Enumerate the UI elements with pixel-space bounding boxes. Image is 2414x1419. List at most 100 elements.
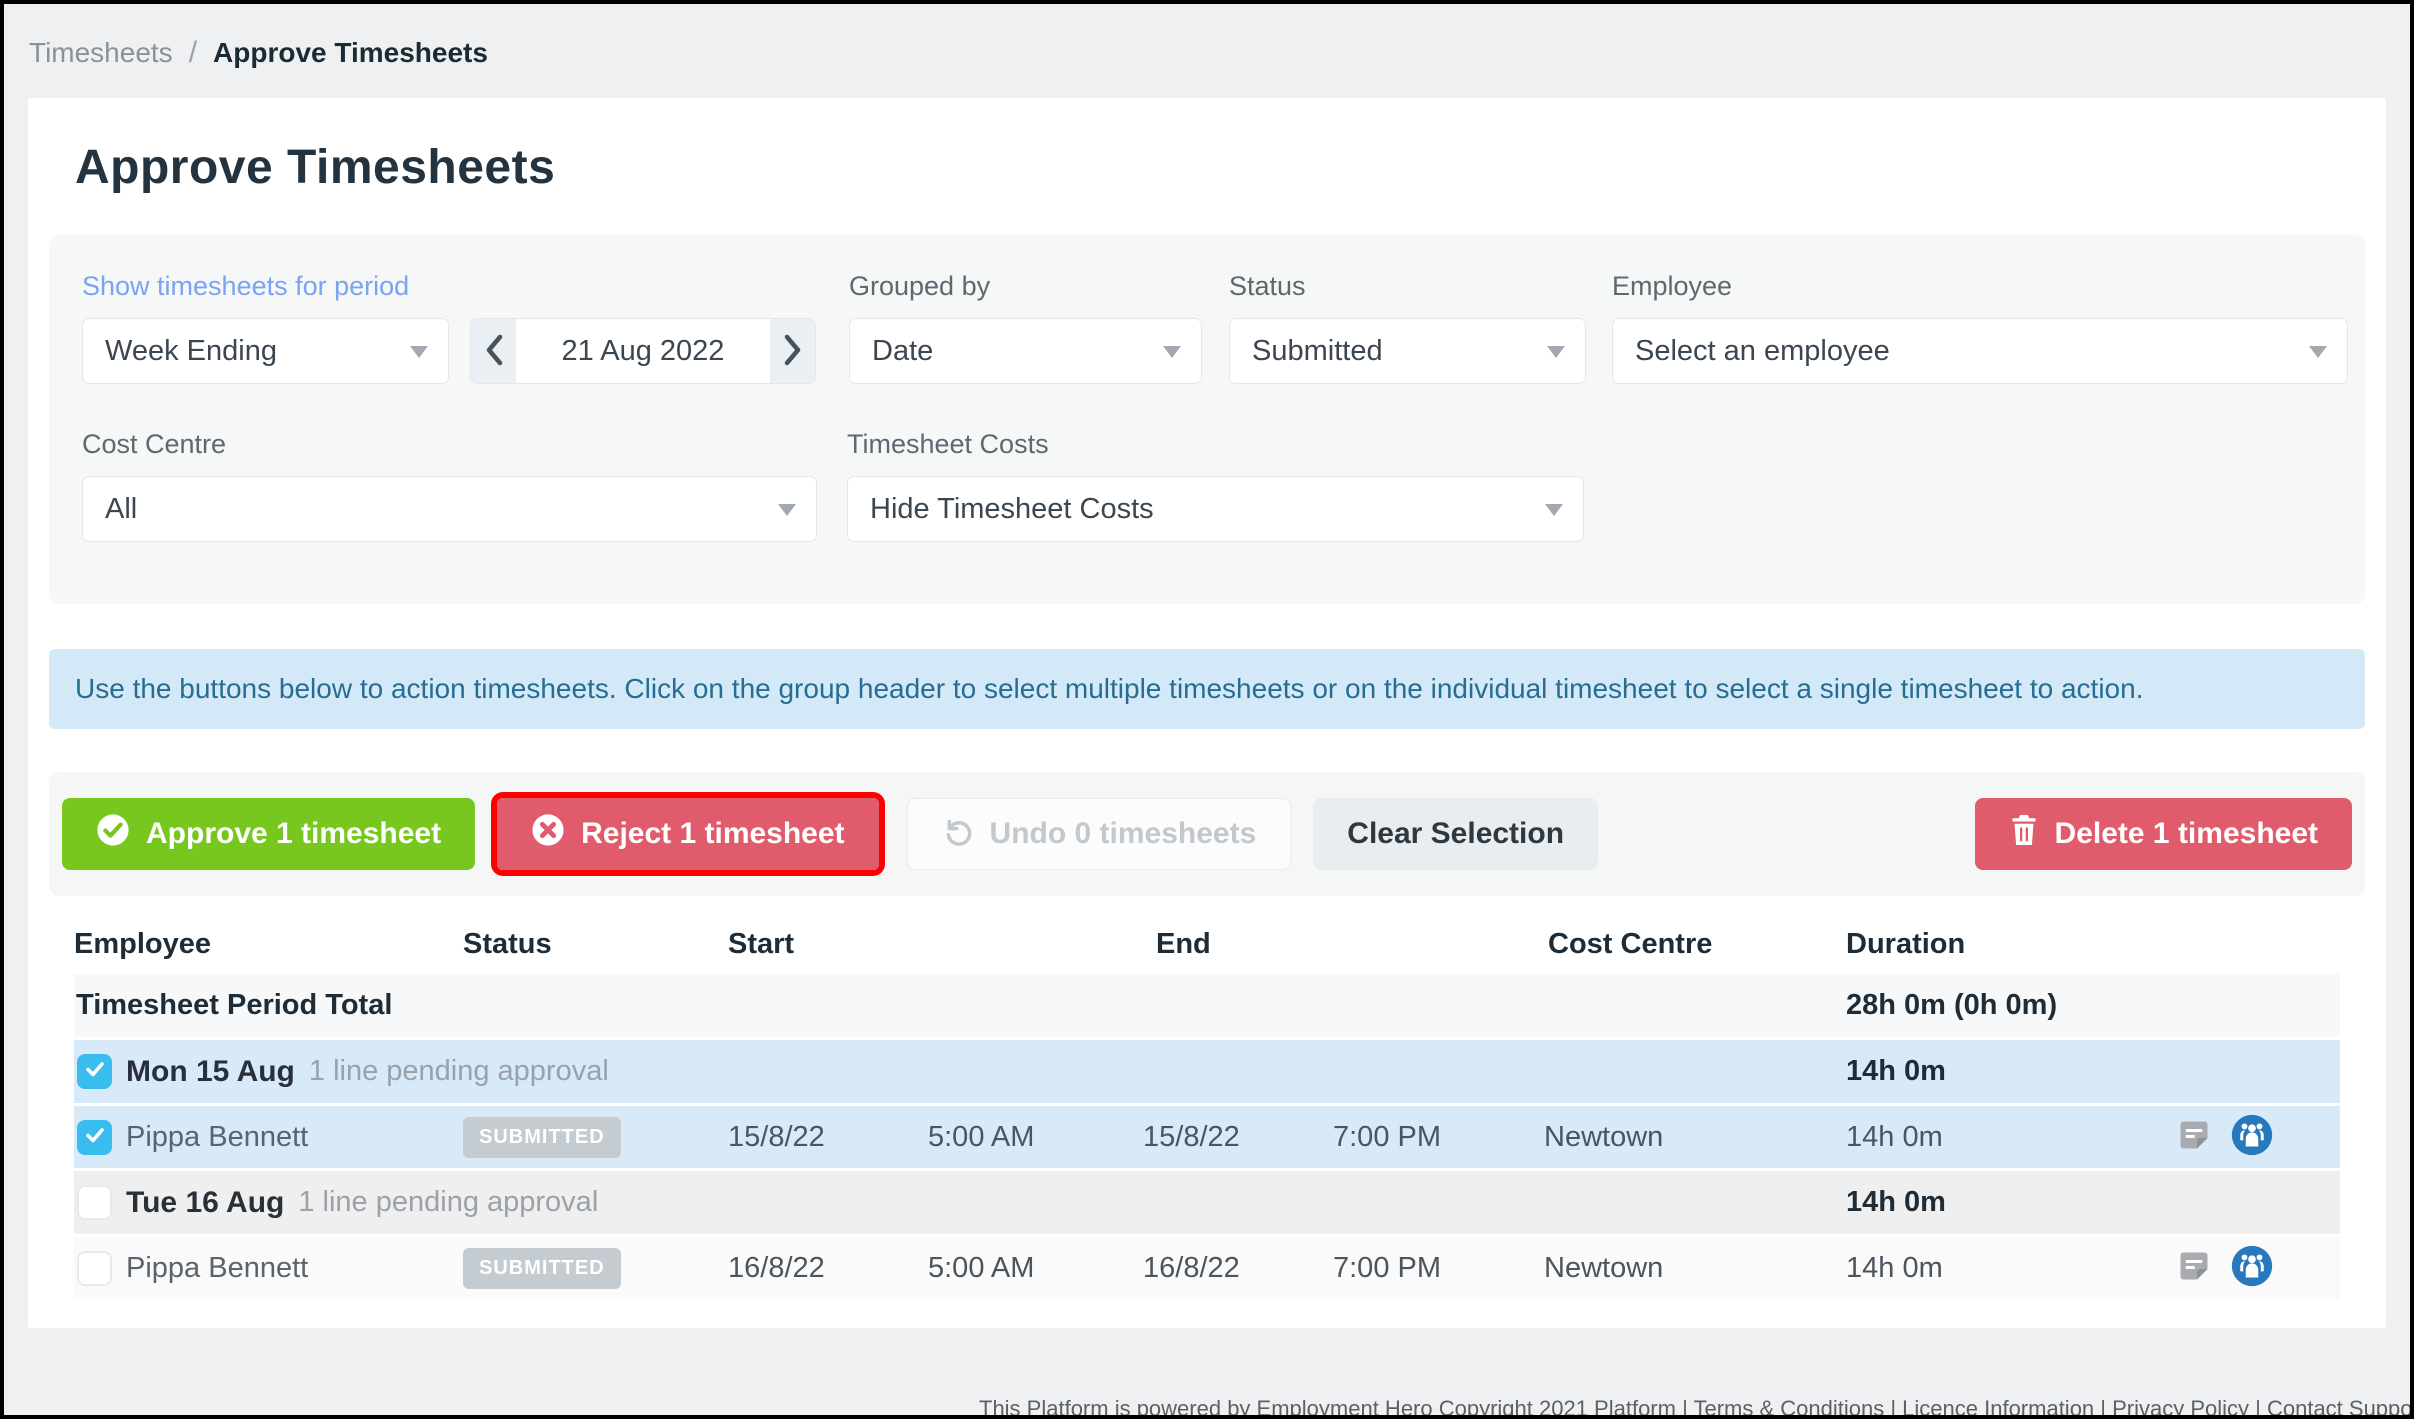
- cost-centre: Newtown: [1544, 1251, 1664, 1284]
- info-banner: Use the buttons below to action timeshee…: [49, 649, 2365, 729]
- row-actions: [2176, 1244, 2374, 1293]
- info-banner-text: Use the buttons below to action timeshee…: [75, 673, 2144, 704]
- status-label: Status: [1229, 271, 1306, 301]
- undo-button[interactable]: Undo 0 timesheets: [906, 798, 1292, 870]
- row-checkbox-checked[interactable]: [77, 1119, 112, 1155]
- clear-selection-button[interactable]: Clear Selection: [1313, 798, 1599, 870]
- breadcrumb-timesheets-link[interactable]: Timesheets: [29, 37, 173, 68]
- grouped-by-value: Date: [872, 334, 934, 367]
- employee-cell: Pippa Bennett: [74, 1119, 463, 1155]
- group-checkbox-unchecked[interactable]: [77, 1185, 112, 1220]
- group-date: Tue 16 Aug: [126, 1185, 285, 1219]
- period-filter-group: Show timesheets for period Week Ending: [82, 271, 449, 384]
- filter-row-2: Cost Centre All Timesheet Costs Hide Tim…: [82, 429, 2332, 542]
- footer-text: This Platform is powered by Employment H…: [979, 1396, 2414, 1419]
- employee-name: Pippa Bennett: [126, 1251, 309, 1284]
- delete-button-label: Delete 1 timesheet: [2054, 817, 2318, 850]
- period-filter-label: Show timesheets for period: [82, 271, 410, 301]
- start-date: 15/8/22: [728, 1120, 825, 1153]
- date-navigator-group: 21 Aug 2022: [470, 318, 816, 384]
- timesheet-row[interactable]: Pippa Bennett SUBMITTED 16/8/22 5:00 AM …: [74, 1237, 2340, 1299]
- reject-button-highlight-box: Reject 1 timesheet: [491, 792, 885, 876]
- group-header-cell: Mon 15 Aug 1 line pending approval: [74, 1054, 1843, 1089]
- undo-button-label: Undo 0 timesheets: [989, 817, 1257, 850]
- employee-filter-group: Employee Select an employee: [1612, 271, 2348, 384]
- checkmark-icon: [83, 1057, 107, 1086]
- period-total-label: Timesheet Period Total: [76, 989, 393, 1021]
- undo-icon: [942, 814, 974, 854]
- header-end: End: [1156, 927, 1211, 960]
- end-time: 7:00 PM: [1333, 1120, 1441, 1153]
- group-header-cell: Tue 16 Aug 1 line pending approval: [74, 1185, 1843, 1220]
- chevron-down-icon: [2309, 346, 2327, 358]
- filter-row-1: Show timesheets for period Week Ending: [82, 271, 2348, 384]
- employee-select[interactable]: Select an employee: [1612, 318, 2348, 384]
- date-navigator: 21 Aug 2022: [470, 318, 816, 384]
- reject-button[interactable]: Reject 1 timesheet: [497, 798, 879, 870]
- employee-name: Pippa Bennett: [126, 1120, 309, 1153]
- cost-centre-filter-group: Cost Centre All: [82, 429, 817, 542]
- chevron-down-icon: [410, 346, 428, 358]
- breadcrumb-current-page: Approve Timesheets: [213, 37, 488, 68]
- status-badge: SUBMITTED: [463, 1116, 621, 1158]
- table-header-row: Employee Status Start End Cost Centre Du…: [74, 914, 2340, 974]
- start-date: 16/8/22: [728, 1251, 825, 1284]
- group-header-row[interactable]: Mon 15 Aug 1 line pending approval 14h 0…: [74, 1040, 2340, 1103]
- next-week-button[interactable]: [770, 319, 815, 383]
- chevron-down-icon: [1547, 346, 1565, 358]
- status-select[interactable]: Submitted: [1229, 318, 1586, 384]
- start-time: 5:00 AM: [928, 1251, 1035, 1284]
- breadcrumb-separator: /: [188, 36, 198, 69]
- x-circle-icon: [531, 813, 565, 855]
- reject-button-label: Reject 1 timesheet: [581, 817, 845, 850]
- approve-button[interactable]: Approve 1 timesheet: [62, 798, 476, 870]
- employee-label: Employee: [1612, 271, 1733, 301]
- cost-centre: Newtown: [1544, 1120, 1664, 1153]
- group-date: Mon 15 Aug: [126, 1054, 295, 1088]
- row-checkbox-unchecked[interactable]: [77, 1250, 112, 1286]
- timesheet-costs-select[interactable]: Hide Timesheet Costs: [847, 476, 1584, 542]
- main-card: Approve Timesheets Show timesheets for p…: [28, 98, 2386, 1328]
- people-group-icon[interactable]: [2230, 1113, 2274, 1162]
- chevron-left-icon: [484, 334, 504, 369]
- timesheet-row[interactable]: Pippa Bennett SUBMITTED 15/8/22 5:00 AM …: [74, 1106, 2340, 1168]
- header-start: Start: [728, 927, 795, 960]
- cost-centre-select[interactable]: All: [82, 476, 817, 542]
- group-checkbox-checked[interactable]: [77, 1054, 112, 1089]
- timesheet-costs-filter-group: Timesheet Costs Hide Timesheet Costs: [847, 429, 1584, 542]
- group-header-row[interactable]: Tue 16 Aug 1 line pending approval 14h 0…: [74, 1171, 2340, 1234]
- row-actions: [2176, 1113, 2374, 1162]
- group-duration: 14h 0m: [1846, 1186, 1946, 1218]
- people-group-icon[interactable]: [2230, 1244, 2274, 1293]
- grouped-by-select[interactable]: Date: [849, 318, 1202, 384]
- period-type-select[interactable]: Week Ending: [82, 318, 449, 384]
- grouped-by-label: Grouped by: [849, 271, 991, 301]
- status-filter-group: Status Submitted: [1229, 271, 1586, 384]
- period-type-value: Week Ending: [105, 334, 277, 367]
- group-duration: 14h 0m: [1846, 1055, 1946, 1087]
- chevron-right-icon: [783, 334, 803, 369]
- row-duration: 14h 0m: [1846, 1120, 1943, 1153]
- trash-icon: [2009, 813, 2039, 855]
- note-icon[interactable]: [2176, 1248, 2212, 1289]
- employee-value: Select an employee: [1635, 334, 1890, 367]
- action-toolbar: Approve 1 timesheet Reject 1 timesheet U…: [49, 772, 2365, 896]
- note-icon[interactable]: [2176, 1117, 2212, 1158]
- delete-button[interactable]: Delete 1 timesheet: [1974, 798, 2352, 870]
- period-total-row: Timesheet Period Total 28h 0m (0h 0m): [74, 974, 2340, 1037]
- status-badge: SUBMITTED: [463, 1247, 621, 1289]
- group-pending-note: 1 line pending approval: [308, 1055, 609, 1087]
- check-circle-icon: [96, 813, 130, 855]
- header-duration: Duration: [1846, 927, 1966, 960]
- end-date: 15/8/22: [1143, 1120, 1240, 1153]
- period-date-field[interactable]: 21 Aug 2022: [516, 319, 770, 383]
- chevron-down-icon: [778, 504, 796, 516]
- timesheet-table: Employee Status Start End Cost Centre Du…: [74, 914, 2340, 1299]
- status-cell: SUBMITTED: [463, 1247, 728, 1289]
- status-value: Submitted: [1252, 334, 1383, 367]
- employee-cell: Pippa Bennett: [74, 1250, 463, 1286]
- header-status: Status: [463, 927, 552, 960]
- previous-week-button[interactable]: [471, 319, 516, 383]
- group-pending-note: 1 line pending approval: [298, 1186, 599, 1218]
